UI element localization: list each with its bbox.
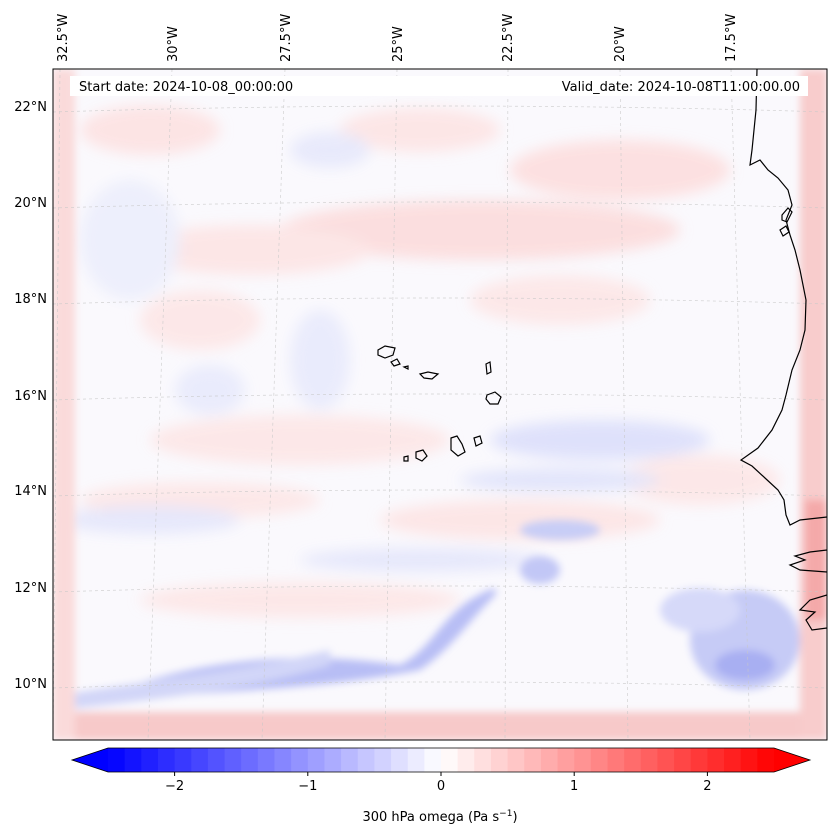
colorbar-segment — [291, 748, 309, 772]
colorbar-segment — [341, 748, 359, 772]
colorbar-extend-min — [72, 748, 108, 772]
colorbar-ticks: −2 −1 0 1 2 — [165, 772, 712, 794]
colorbar-segment — [191, 748, 209, 772]
cabo-verde-islands — [377, 345, 502, 462]
colorbar-segment — [524, 748, 542, 772]
coastal-island — [781, 207, 793, 223]
colorbar-segment — [607, 748, 625, 772]
colorbar-segment — [574, 748, 592, 772]
omega-field — [53, 69, 827, 740]
colorbar-outline — [70, 747, 812, 773]
colorbar-segment — [357, 748, 375, 772]
colorbar-segment — [391, 748, 409, 772]
colorbar-title: 300 hPa omega (Pa s−1) — [362, 809, 517, 825]
lat-label-10n: 10°N — [14, 677, 47, 692]
lat-label-22n: 22°N — [14, 100, 47, 115]
colorbar-segment — [507, 748, 525, 772]
lat-label-14n: 14°N — [14, 484, 47, 499]
coastal-island-2 — [779, 225, 790, 237]
colorbar-title-exponent: −1 — [499, 809, 512, 819]
colorbar-segment — [141, 748, 159, 772]
colorbar-tick-label: −1 — [298, 779, 317, 794]
plot-frame — [52, 68, 828, 741]
colorbar-segment — [757, 748, 775, 772]
lon-label-22-5w: 22.5°W — [501, 14, 516, 62]
colorbar-segment — [241, 748, 259, 772]
lon-label-25w: 25°W — [391, 26, 406, 62]
colorbar-segment — [640, 748, 658, 772]
lon-label-27-5w: 27.5°W — [279, 14, 294, 62]
colorbar-segment — [274, 748, 292, 772]
colorbar-segment — [540, 748, 559, 772]
colorbar-segment — [490, 748, 509, 772]
lat-label-12n: 12°N — [14, 581, 47, 596]
colorbar-segment — [174, 748, 192, 772]
colorbar-segments — [70, 747, 812, 773]
colorbar-segment — [674, 748, 692, 772]
lon-label-30w: 30°W — [166, 26, 181, 62]
lat-label-18n: 18°N — [14, 292, 47, 307]
colorbar-segment — [724, 748, 742, 772]
colorbar-segment — [557, 748, 575, 772]
colorbar-segment — [307, 748, 325, 772]
colorbar-segment — [257, 748, 275, 772]
lat-labels: 22°N 20°N 18°N 16°N 14°N 12°N 10°N — [14, 100, 47, 692]
colorbar-segment — [657, 748, 675, 772]
colorbar-segment — [690, 748, 708, 772]
colorbar-tick-label: −2 — [165, 779, 184, 794]
info-bar — [70, 76, 808, 96]
colorbar-segment — [108, 748, 126, 772]
colorbar-segment — [474, 748, 492, 772]
colorbar-segment — [374, 748, 392, 772]
colorbar-segment — [624, 748, 642, 772]
colorbar-segment — [590, 748, 608, 772]
colorbar-segment — [207, 748, 226, 772]
colorbar-segment — [224, 748, 242, 772]
colorbar-segment — [407, 748, 425, 772]
lon-label-17-5w: 17.5°W — [724, 14, 739, 62]
colorbar-extend-max — [774, 748, 810, 772]
colorbar-segment — [707, 748, 725, 772]
start-date-label: Start date: 2024-10-08_00:00:00 — [79, 80, 293, 95]
colorbar-title-end: ) — [512, 810, 517, 825]
colorbar-tick-label: 2 — [703, 779, 711, 794]
colorbar-tick-label: 0 — [437, 779, 445, 794]
colorbar-segment — [324, 748, 342, 772]
valid-date-label: Valid_date: 2024-10-08T11:00:00.00 — [562, 80, 800, 95]
colorbar-segment — [157, 748, 176, 772]
lon-label-32-5w: 32.5°W — [56, 14, 71, 62]
colorbar: −2 −1 0 1 2 300 hPa omega (Pa s−1) — [70, 747, 812, 825]
lon-labels: 32.5°W 30°W 27.5°W 25°W 22.5°W 20°W 17.5… — [56, 14, 739, 62]
lat-label-20n: 20°N — [14, 196, 47, 211]
lon-label-20w: 20°W — [613, 26, 628, 62]
colorbar-segment — [457, 748, 475, 772]
colorbar-segment — [740, 748, 758, 772]
africa-coastline — [739, 69, 827, 526]
colorbar-tick-label: 1 — [570, 779, 578, 794]
colorbar-title-text: 300 hPa omega (Pa s — [362, 810, 499, 825]
africa-coastline-south — [788, 549, 827, 631]
lat-label-16n: 16°N — [14, 389, 47, 404]
colorbar-segment — [441, 748, 459, 772]
colorbar-segment — [124, 748, 142, 772]
colorbar-segment — [424, 748, 442, 772]
gridlines — [53, 69, 827, 740]
